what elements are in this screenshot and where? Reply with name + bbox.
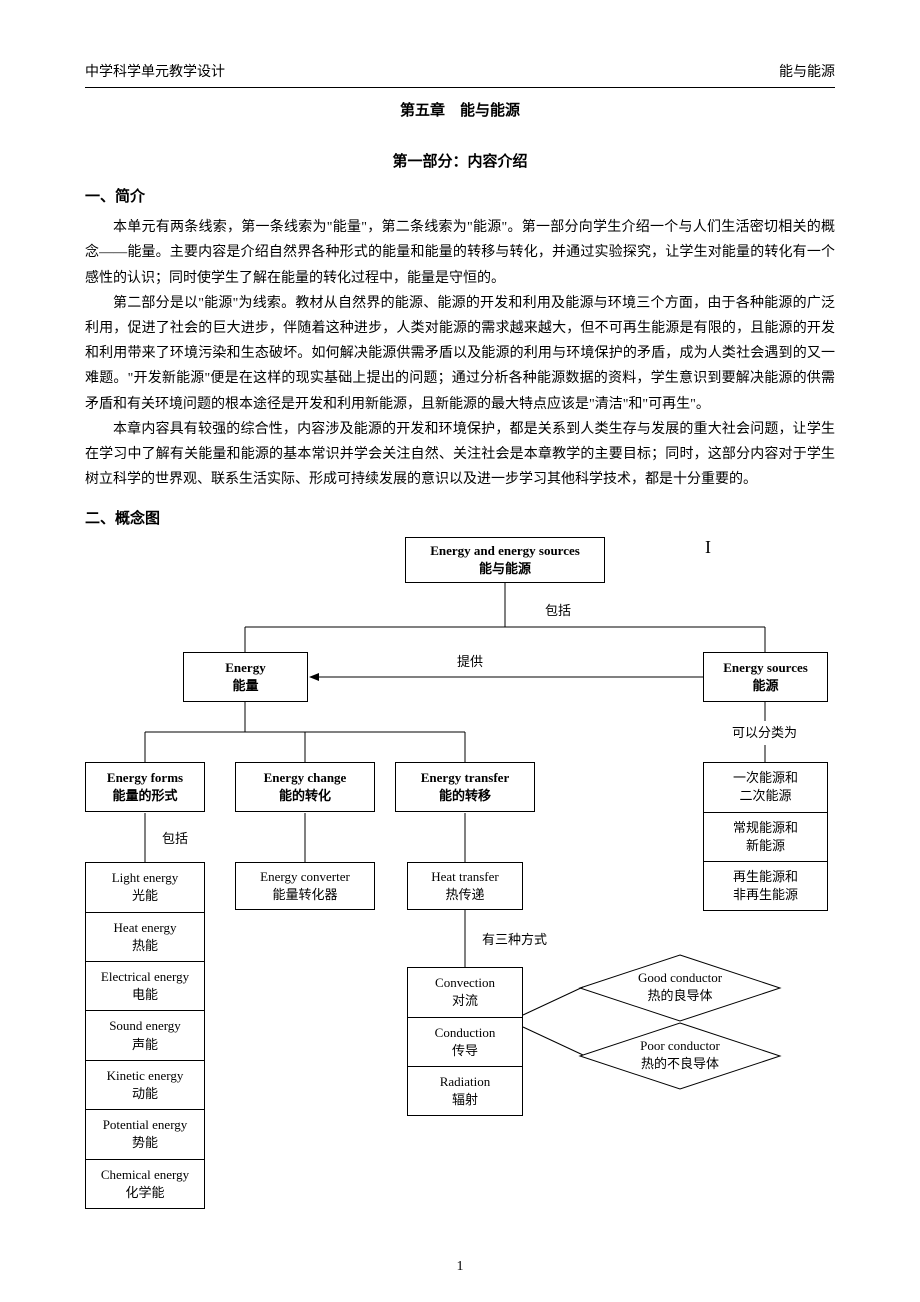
label-provides: 提供 [455, 650, 485, 673]
label-includes-1: 包括 [543, 599, 573, 622]
label-three-ways: 有三种方式 [480, 928, 549, 951]
label-includes-2: 包括 [160, 827, 190, 850]
label-classify: 可以分类为 [730, 721, 799, 744]
form-6: Chemical energy化学能 [85, 1160, 205, 1209]
intro-paragraphs: 本单元有两条线索，第一条线索为"能量"，第二条线索为"能源"。第一部分向学生介绍… [85, 215, 835, 492]
node-converter: Energy converter 能量转化器 [235, 862, 375, 910]
part-title: 第一部分：内容介绍 [85, 149, 835, 176]
source-kinds-stack: 一次能源和 二次能源 常规能源和 新能源 再生能源和 非再生能源 [703, 762, 828, 911]
node-root: Energy and energy sources 能与能源 [405, 537, 605, 583]
node-sources: Energy sources 能源 [703, 652, 828, 702]
section-2-heading: 二、概念图 [85, 506, 160, 533]
text-cursor: I [705, 531, 711, 563]
paragraph-2: 第二部分是以"能源"为线索。教材从自然界的能源、能源的开发和利用及能源与环境三个… [85, 291, 835, 417]
form-3: Sound energy声能 [85, 1011, 205, 1060]
forms-list-stack: Light energy光能 Heat energy热能 Electrical … [85, 862, 205, 1209]
form-1: Heat energy热能 [85, 913, 205, 962]
source-kind-2: 再生能源和 非再生能源 [703, 862, 828, 911]
node-heat-transfer: Heat transfer 热传递 [407, 862, 523, 910]
chapter-title: 第五章 能与能源 [85, 98, 835, 125]
transfer-modes-stack: Convection对流 Conduction传导 Radiation辐射 [407, 967, 523, 1116]
concept-diagram: I Energy and energy sources 能与能源 包括 Ener… [85, 537, 835, 1257]
node-change: Energy change 能的转化 [235, 762, 375, 812]
mode-1: Conduction传导 [407, 1018, 523, 1067]
source-kind-0: 一次能源和 二次能源 [703, 762, 828, 812]
paragraph-3: 本章内容具有较强的综合性，内容涉及能源的开发和环境保护，都是关系到人类生存与发展… [85, 417, 835, 493]
form-5: Potential energy势能 [85, 1110, 205, 1159]
node-forms: Energy forms 能量的形式 [85, 762, 205, 812]
mode-2: Radiation辐射 [407, 1067, 523, 1116]
node-energy: Energy 能量 [183, 652, 308, 702]
paragraph-1: 本单元有两条线索，第一条线索为"能量"，第二条线索为"能源"。第一部分向学生介绍… [85, 215, 835, 291]
page-header: 中学科学单元教学设计 能与能源 [85, 60, 835, 88]
section-1-heading: 一、简介 [85, 184, 835, 211]
source-kind-1: 常规能源和 新能源 [703, 813, 828, 862]
diamond-poor: Poor conductor 热的不良导体 [575, 1021, 785, 1100]
form-0: Light energy光能 [85, 862, 205, 912]
header-right: 能与能源 [779, 60, 835, 85]
form-4: Kinetic energy动能 [85, 1061, 205, 1110]
page-number: 1 [457, 1254, 464, 1279]
mode-0: Convection对流 [407, 967, 523, 1017]
node-transfer: Energy transfer 能的转移 [395, 762, 535, 812]
header-left: 中学科学单元教学设计 [85, 60, 225, 85]
form-2: Electrical energy电能 [85, 962, 205, 1011]
